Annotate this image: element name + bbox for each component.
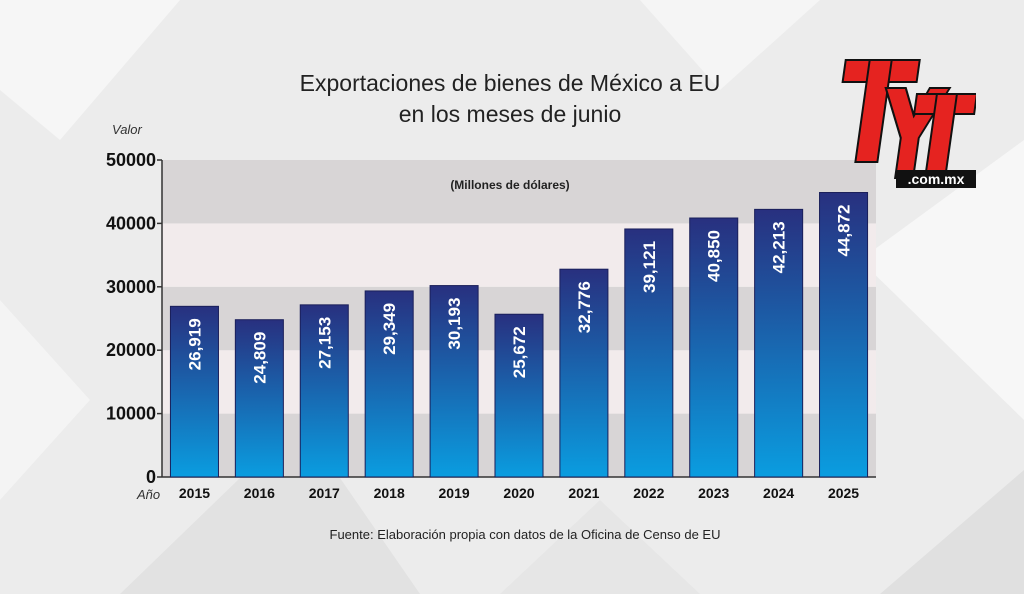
bar (624, 228, 674, 478)
x-tick-label: 2025 (828, 485, 859, 501)
x-tick-label: 2019 (439, 485, 470, 501)
bar-value-label: 27,153 (315, 317, 334, 369)
bar (689, 217, 739, 478)
bar (364, 290, 414, 478)
x-tick-label: 2016 (244, 485, 275, 501)
x-tick-label: 2015 (179, 485, 210, 501)
chart-title-line2: en los meses de junio (398, 101, 622, 127)
x-tick-label: 2023 (698, 485, 729, 501)
bar (494, 313, 544, 478)
bar-value-label: 30,193 (445, 298, 464, 350)
x-tick-label: 2021 (568, 485, 599, 501)
bar (819, 192, 869, 478)
x-axis-title: Año (136, 487, 160, 502)
tyt-logo-icon: .com.mx (841, 59, 976, 188)
bar (169, 305, 219, 478)
y-tick-label: 0 (146, 467, 156, 487)
y-tick-label: 50000 (106, 150, 156, 170)
bar (559, 268, 609, 478)
x-tick-label: 2024 (763, 485, 794, 501)
x-tick-label: 2018 (374, 485, 405, 501)
bar-value-label: 26,919 (185, 318, 204, 370)
bar (234, 319, 284, 478)
y-tick-label: 30000 (106, 277, 156, 297)
x-tick-label: 2022 (633, 485, 664, 501)
unit-note: (Millones de dólares) (450, 178, 569, 192)
x-tick-label: 2017 (309, 485, 340, 501)
bar-value-label: 29,349 (380, 303, 399, 355)
logo-domain-text: .com.mx (908, 171, 965, 187)
bar (429, 285, 479, 478)
bar-value-label: 39,121 (640, 241, 659, 293)
bar-value-label: 32,776 (575, 281, 594, 333)
chart-title-line1: Exportaciones de bienes de México a EU (299, 70, 721, 96)
y-tick-label: 10000 (106, 404, 156, 424)
bar (754, 208, 804, 478)
bar-value-label: 25,672 (510, 326, 529, 378)
bar-value-label: 42,213 (770, 221, 789, 273)
bar-value-label: 44,872 (835, 205, 854, 257)
y-tick-label: 20000 (106, 340, 156, 360)
y-tick-label: 40000 (106, 213, 156, 233)
bar (299, 304, 349, 478)
chart-title: Exportaciones de bienes de México a EU e… (260, 68, 760, 130)
x-tick-label: 2020 (503, 485, 534, 501)
y-axis-title: Valor (112, 122, 143, 137)
bar-value-label: 40,850 (705, 230, 724, 282)
source-note: Fuente: Elaboración propia con datos de … (329, 527, 721, 542)
bar-value-label: 24,809 (250, 332, 269, 384)
